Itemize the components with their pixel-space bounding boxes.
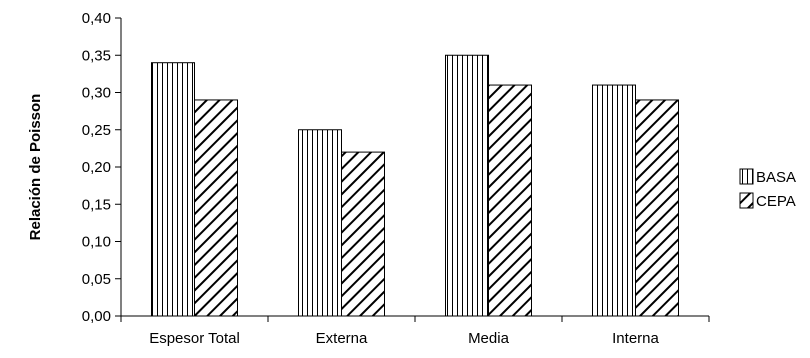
y-tick-label: 0,05 <box>82 271 111 288</box>
legend-label-cepa: CEPA <box>756 193 796 210</box>
y-tick-label: 0,15 <box>82 196 111 213</box>
bar-basa-0 <box>151 62 195 317</box>
category-labels: Espesor Total Externa Media Interna <box>149 330 659 347</box>
category-label: Espesor Total <box>149 330 240 347</box>
bar-cepa-0 <box>194 99 238 317</box>
category-label: Media <box>468 330 510 347</box>
bar-cepa-1 <box>341 151 385 317</box>
y-tick-label: 0,25 <box>82 122 111 139</box>
bar-basa-1 <box>298 129 342 317</box>
bar-basa-3 <box>592 84 636 317</box>
category-label: Externa <box>316 330 368 347</box>
x-ticks <box>120 316 710 322</box>
y-tick-label: 0,00 <box>82 308 111 325</box>
y-axis-title: Relación de Poisson <box>27 94 44 241</box>
bar-basa-2 <box>445 54 489 317</box>
y-tick-label: 0,10 <box>82 234 111 251</box>
y-tick-label: 0,30 <box>82 85 111 102</box>
legend: BASA CEPA <box>739 168 796 210</box>
legend-swatch-basa <box>739 168 754 185</box>
legend-label-basa: BASA <box>756 169 796 186</box>
y-tick-label: 0,20 <box>82 159 111 176</box>
y-tick-label: 0,40 <box>82 10 111 27</box>
legend-swatch-cepa <box>739 192 754 209</box>
y-ticks: 0,00 0,05 0,10 0,15 0,20 0,25 0,30 0,35 0,40 <box>82 10 121 325</box>
y-tick-label: 0,35 <box>82 47 111 64</box>
bars <box>151 54 679 317</box>
bar-cepa-2 <box>488 84 532 317</box>
category-label: Interna <box>612 330 659 347</box>
bar-cepa-3 <box>635 99 679 317</box>
